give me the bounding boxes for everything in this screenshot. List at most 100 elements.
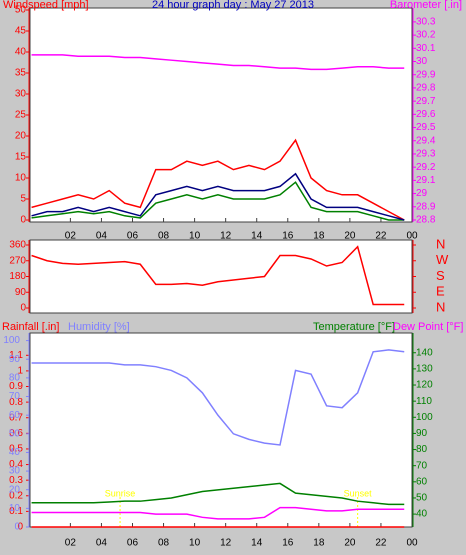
y-tick-label: 100 [3,335,20,346]
x-tick-label: 02 [65,538,77,549]
y-tick-label: W [436,252,449,267]
y-tick-label: 20 [9,484,21,495]
y-tick-label: S [436,268,445,283]
x-tick-label: 10 [189,538,201,549]
y-tick-label: 0.1 [9,506,23,517]
y-tick-label: 90 [9,354,21,365]
y-tick-label: 29.9 [416,69,436,80]
series-label: Humidity [%] [68,321,130,333]
plot-area [29,332,413,528]
y-tick-label: 0 [20,215,26,226]
header-label: Windspeed [mph] [3,0,89,11]
x-tick-label: 14 [251,231,263,242]
series-line [31,138,405,221]
x-tick-label: 00 [406,231,418,242]
y-tick-label: 30.3 [416,17,436,28]
y-tick-label: 80 [9,373,21,384]
header-label: Barometer [.in] [390,0,462,11]
y-tick-label: 30 [416,56,428,67]
y-tick-label: 29.2 [416,162,436,173]
y-tick-label: 180 [9,271,26,282]
y-tick-label: 28.9 [416,201,436,212]
y-tick-label: 1.1 [9,350,23,361]
x-tick-label: 16 [282,231,294,242]
y-tick-label: 30 [9,466,21,477]
y-tick-label: 60 [9,410,21,421]
y-tick-label: 30.1 [416,43,436,54]
y-tick-label: 90 [416,428,428,439]
y-tick-label: 29.6 [416,109,436,120]
series-label: Rainfall [.in] [2,321,59,333]
y-tick-label: 35 [15,68,27,79]
series-line [31,506,405,520]
y-tick-label: 0.3 [9,475,23,486]
y-tick-label: 40 [416,509,428,520]
annotation: Sunrise [105,488,136,498]
y-tick-label: 29 [416,188,428,199]
x-tick-label: 06 [127,538,139,549]
plot-area [29,7,413,223]
y-tick-label: 29.3 [416,149,436,160]
y-tick-label: N [436,299,445,314]
x-tick-label: 18 [313,538,325,549]
y-tick-label: 29.8 [416,83,436,94]
y-tick-label: 40 [9,447,21,458]
y-tick-label: 29.4 [416,135,436,146]
y-tick-label: 20 [15,131,27,142]
y-tick-label: 40 [15,47,27,58]
y-tick-label: 360 [9,240,26,251]
y-tick-label: 0.2 [9,490,23,501]
x-tick-label: 08 [158,538,170,549]
y-tick-label: 29.1 [416,175,436,186]
y-tick-label: 270 [9,255,26,266]
y-tick-label: 30.2 [416,30,436,41]
y-tick-label: 0 [20,303,26,314]
y-tick-label: 1 [17,366,23,377]
x-tick-label: 22 [375,538,387,549]
y-tick-label: 15 [15,152,27,163]
y-tick-label: 90 [15,287,27,298]
x-tick-label: 14 [251,538,263,549]
series-line [31,54,405,71]
x-tick-label: 12 [220,231,232,242]
x-tick-label: 20 [344,538,356,549]
plot-area [29,239,413,314]
y-tick-label: 130 [416,364,433,375]
series-label: Dew Point [°F] [393,321,463,333]
y-tick-label: 29.5 [416,122,436,133]
series-line [31,181,405,221]
series-line [31,349,405,446]
series-line [31,482,405,506]
x-tick-label: 10 [189,231,201,242]
series-line [31,172,405,221]
x-tick-label: 18 [313,231,325,242]
y-tick-label: 10 [9,503,21,514]
x-tick-label: 16 [282,538,294,549]
header-label: 24 hour graph day : May 27 2013 [152,0,314,11]
y-tick-label: 0.8 [9,397,23,408]
x-tick-label: 08 [158,231,170,242]
y-tick-label: 0.5 [9,444,23,455]
x-tick-label: 04 [96,538,108,549]
y-tick-label: 0 [14,522,20,533]
y-tick-label: 29.7 [416,96,436,107]
y-tick-label: 70 [416,460,428,471]
y-tick-label: 5 [20,194,26,205]
y-tick-label: 60 [416,476,428,487]
y-tick-label: 45 [15,26,27,37]
x-tick-label: 12 [220,538,232,549]
y-tick-label: 120 [416,380,433,391]
y-tick-label: 110 [416,396,432,407]
y-tick-label: 50 [9,428,21,439]
y-tick-label: E [436,284,445,299]
x-tick-label: 20 [344,231,356,242]
x-tick-label: 06 [127,231,139,242]
y-tick-label: 0.6 [9,428,23,439]
y-tick-label: 28.8 [416,215,436,226]
annotation: Sunset [344,488,373,498]
x-tick-label: 04 [96,231,108,242]
y-tick-label: 0 [17,522,23,533]
y-tick-label: N [436,236,445,251]
y-tick-label: 0.4 [9,459,23,470]
